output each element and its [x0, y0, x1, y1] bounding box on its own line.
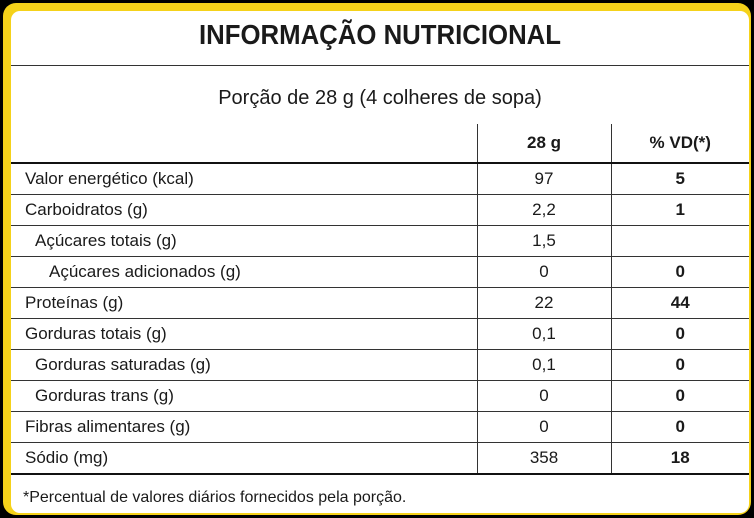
row-amount: 97	[476, 163, 611, 195]
table-row: Gorduras trans (g) 0 0	[11, 380, 749, 412]
row-amount: 0	[476, 380, 611, 412]
row-label: Açúcares adicionados (g)	[11, 256, 477, 288]
portion-text: Porção de 28 g (4 colheres de sopa)	[218, 87, 542, 109]
row-amount: 22	[476, 287, 611, 319]
row-label: Gorduras totais (g)	[11, 318, 477, 350]
row-vd: 18	[610, 442, 749, 475]
row-vd: 0	[610, 318, 749, 350]
row-label: Açúcares totais (g)	[11, 225, 477, 257]
row-vd: 1	[610, 194, 749, 226]
title-divider	[11, 65, 749, 66]
table-row: Gorduras saturadas (g) 0,1 0	[11, 349, 749, 381]
table-row: Carboidratos (g) 2,2 1	[11, 194, 749, 226]
row-label: Carboidratos (g)	[11, 194, 477, 226]
row-amount: 0,1	[476, 318, 611, 350]
row-vd: 0	[610, 349, 749, 381]
row-label: Gorduras saturadas (g)	[11, 349, 477, 381]
row-amount: 0	[476, 411, 611, 443]
row-amount: 0,1	[476, 349, 611, 381]
row-amount: 0	[476, 256, 611, 288]
row-vd: 0	[610, 256, 749, 288]
nutrition-panel: INFORMAÇÃO NUTRICIONAL Porção de 28 g (4…	[11, 11, 749, 513]
label-frame: INFORMAÇÃO NUTRICIONAL Porção de 28 g (4…	[3, 3, 751, 515]
table-header-row: 28 g % VD(*)	[11, 124, 749, 164]
row-label: Proteínas (g)	[11, 287, 477, 319]
row-amount: 1,5	[476, 225, 611, 257]
header-vd: % VD(*)	[610, 124, 749, 164]
row-label: Valor energético (kcal)	[11, 163, 477, 195]
row-vd: 0	[610, 411, 749, 443]
table-row: Açúcares totais (g) 1,5	[11, 225, 749, 257]
row-vd: 5	[610, 163, 749, 195]
row-vd: 44	[610, 287, 749, 319]
footnote: *Percentual de valores diários fornecido…	[23, 489, 407, 506]
table-row: Açúcares adicionados (g) 0 0	[11, 256, 749, 288]
row-vd: 0	[610, 380, 749, 412]
row-amount: 2,2	[476, 194, 611, 226]
row-label: Sódio (mg)	[11, 442, 477, 475]
nutrition-title: INFORMAÇÃO NUTRICIONAL	[198, 19, 562, 50]
table-row: Proteínas (g) 22 44	[11, 287, 749, 319]
table-row: Sódio (mg) 358 18	[11, 442, 749, 475]
row-amount: 358	[476, 442, 611, 475]
row-vd	[610, 225, 749, 257]
header-label	[11, 124, 477, 164]
header-amount: 28 g	[476, 124, 611, 164]
nutrition-table: 28 g % VD(*) Valor energético (kcal) 97 …	[11, 124, 749, 475]
table-row: Gorduras totais (g) 0,1 0	[11, 318, 749, 350]
table-row: Fibras alimentares (g) 0 0	[11, 411, 749, 443]
table-row: Valor energético (kcal) 97 5	[11, 163, 749, 195]
row-label: Fibras alimentares (g)	[11, 411, 477, 443]
row-label: Gorduras trans (g)	[11, 380, 477, 412]
